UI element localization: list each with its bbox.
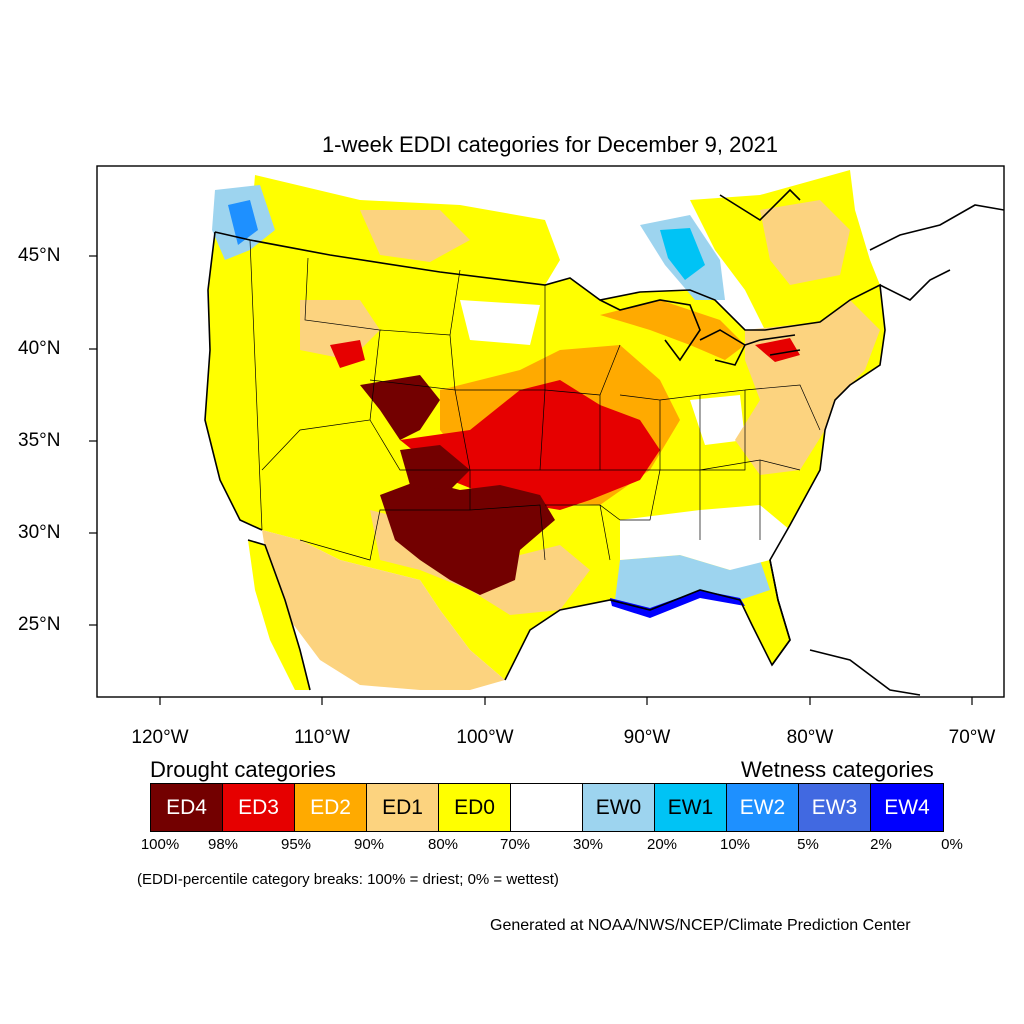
break-label: 0% [941,836,963,853]
canada-ed1-east [760,200,850,285]
lon-label-120: 120°W [131,727,189,748]
break-label: 20% [646,836,678,853]
break-label: 70% [499,836,531,853]
legend-label-ed2: ED2 [310,795,351,819]
lon-label-80: 80°W [786,727,834,748]
canada-ed1-west [360,210,470,262]
legend-box-ew3: EW3 [799,784,871,831]
ohio-valley-neutral [690,395,745,445]
great-lakes-outline [599,299,801,366]
legend-label-ed1: ED1 [382,795,423,819]
legend-label-ew0: EW0 [595,795,642,819]
break-label: 90% [353,836,385,853]
upstate-ed3 [755,338,800,362]
break-label: 100% [140,836,180,853]
break-label: 5% [797,836,819,853]
southern-plains-ed4 [380,480,555,595]
colorado-ed4 [360,375,440,440]
canada-coast-outline [719,188,1004,301]
lon-label-70: 70°W [948,727,996,748]
conus-outline [214,231,886,681]
lon-label-100: 100°W [456,727,514,748]
map-title: 1-week EDDI categories for December 9, 2… [321,132,779,157]
gulf-coast-edge [610,590,745,618]
legend-label-ed3: ED3 [238,795,279,819]
cuba-outline [809,649,921,696]
break-label: 30% [572,836,604,853]
lon-label-90: 90°W [623,727,671,748]
legend-label-ed4: ED4 [166,795,207,819]
legend-box-ed1: ED1 [367,784,439,831]
northern-plains-neutral [460,300,540,345]
west-coast-outline [204,231,263,531]
legend-label-ew3: EW3 [811,795,858,819]
legend-label-ew1: EW1 [667,795,714,819]
legend-box-ed3: ED3 [223,784,295,831]
break-label: 2% [870,836,892,853]
michigan-ed2 [600,300,745,360]
legend-box-ew0: EW0 [583,784,655,831]
legend-colorbar: ED4 ED3 ED2 ED1 ED0 EW0 EW1 EW2 EW3 EW4 [150,783,944,832]
wyoming-ed3 [330,340,365,368]
new-mexico-ed4 [400,445,470,490]
legend-label-ew4: EW4 [884,795,930,819]
legend-box-ew4: EW4 [871,784,943,831]
texas-ed1 [370,510,590,615]
break-label: 10% [719,836,751,853]
lat-label-35: 35°N [18,430,61,451]
map-frame [96,165,1005,698]
drought-categories-heading: Drought categories [150,757,336,782]
baja-outline [247,539,311,691]
pnw-wet-core [228,200,258,245]
lon-label-110: 110°W [294,727,350,748]
mexico-region [262,530,505,690]
lat-label-25: 25°N [18,614,61,635]
lat-label-45: 45°N [18,245,61,266]
legend-box-ew1: EW1 [655,784,727,831]
legend-label-ed0: ED0 [454,795,495,819]
legend-box-ed4: ED4 [151,784,223,831]
legend-box-ed0: ED0 [439,784,511,831]
legend-box-ed2: ED2 [295,784,367,831]
southeast-neutral [620,505,790,570]
legend-label-ew2: EW2 [739,795,786,819]
ontario-wet-core [660,228,705,280]
baja-region [248,540,310,690]
wetness-categories-heading: Wetness categories [741,757,934,782]
state-boundaries [249,239,821,561]
credit-line: Generated at NOAA/NWS/NCEP/Climate Predi… [490,917,911,934]
category-note: (EDDI-percentile category breaks: 100% =… [137,871,559,888]
legend-box-neutral [511,784,583,831]
plains-ed3 [400,380,660,510]
lat-label-30: 30°N [18,522,61,543]
break-label: 80% [427,836,459,853]
legend-box-ew2: EW2 [727,784,799,831]
florida-outline [769,559,791,666]
lat-label-40: 40°N [18,338,61,359]
break-label: 98% [207,836,239,853]
break-label: 95% [280,836,312,853]
